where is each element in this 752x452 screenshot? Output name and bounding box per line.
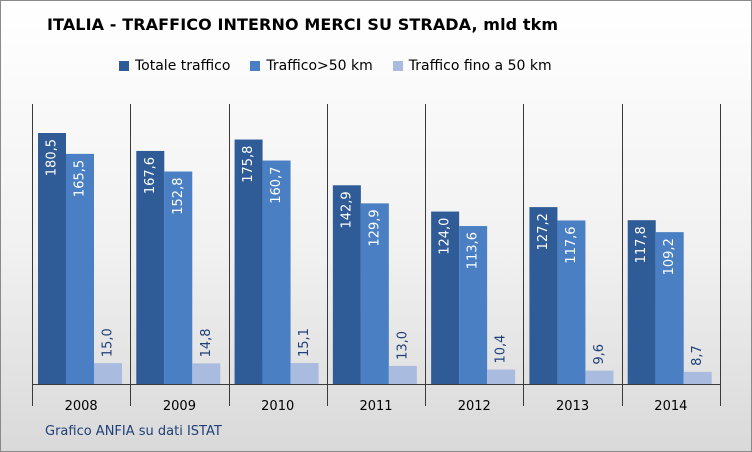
x-tick-label: 2008: [65, 399, 98, 414]
bar: [683, 371, 712, 384]
bar: [192, 363, 221, 384]
data-label: 127,2: [536, 213, 551, 250]
data-label: 165,5: [73, 160, 88, 197]
bar: [585, 370, 614, 384]
x-tick-label: 2011: [359, 399, 392, 414]
data-label: 152,8: [171, 178, 186, 215]
bar: [627, 220, 656, 384]
legend: Totale traffico Traffico>50 km Traffico fi…: [119, 57, 572, 75]
data-label: 160,7: [269, 167, 284, 204]
data-label: 9,6: [592, 344, 607, 365]
legend-item: Traffico fino a 50 km: [392, 58, 552, 74]
data-label: 117,8: [634, 226, 649, 263]
data-label: 117,6: [564, 226, 579, 263]
data-label: 124,0: [438, 218, 453, 255]
bar: [487, 369, 516, 384]
legend-swatch: [119, 61, 129, 71]
data-label: 13,0: [395, 331, 410, 360]
legend-label: Totale traffico: [135, 58, 231, 74]
data-label: 180,5: [45, 139, 60, 176]
bar: [164, 171, 193, 384]
legend-label: Traffico fino a 50 km: [408, 58, 552, 74]
x-tick-label: 2013: [556, 399, 589, 414]
bar: [388, 365, 417, 384]
bar: [529, 207, 558, 384]
bar: [655, 232, 684, 384]
bar: [234, 139, 263, 384]
data-label: 113,6: [466, 232, 481, 269]
bar: [557, 220, 586, 384]
data-label: 8,7: [690, 345, 705, 366]
bar: [459, 226, 488, 384]
bar: [360, 203, 389, 384]
bar: [290, 363, 319, 384]
bar: [38, 133, 66, 384]
source-note: Grafico ANFIA su dati ISTAT: [45, 424, 222, 439]
data-label: 14,8: [199, 328, 214, 357]
bar: [66, 153, 94, 384]
data-label: 15,0: [101, 328, 116, 357]
x-tick-label: 2014: [654, 399, 687, 414]
legend-swatch: [250, 61, 261, 71]
bar: [431, 211, 460, 384]
bar: [262, 160, 291, 384]
legend-item: Traffico>50 km: [250, 58, 373, 74]
data-label: 109,2: [662, 238, 677, 275]
x-tick-label: 2012: [458, 399, 491, 414]
legend-label: Traffico>50 km: [266, 58, 373, 74]
chart-title: ITALIA - TRAFFICO INTERNO MERCI SU STRAD…: [47, 15, 559, 34]
bar: [94, 363, 122, 384]
legend-item: Totale traffico: [119, 58, 230, 74]
data-label: 175,8: [241, 146, 256, 183]
x-tick-label: 2010: [261, 399, 294, 414]
bar: [136, 150, 165, 384]
data-label: 10,4: [494, 335, 509, 364]
bar: [332, 185, 361, 384]
data-label: 142,9: [339, 191, 354, 228]
data-label: 15,1: [297, 328, 312, 357]
legend-swatch: [392, 61, 403, 71]
x-tick-label: 2009: [163, 399, 196, 414]
data-label: 129,9: [367, 209, 382, 246]
data-label: 167,6: [143, 157, 158, 194]
